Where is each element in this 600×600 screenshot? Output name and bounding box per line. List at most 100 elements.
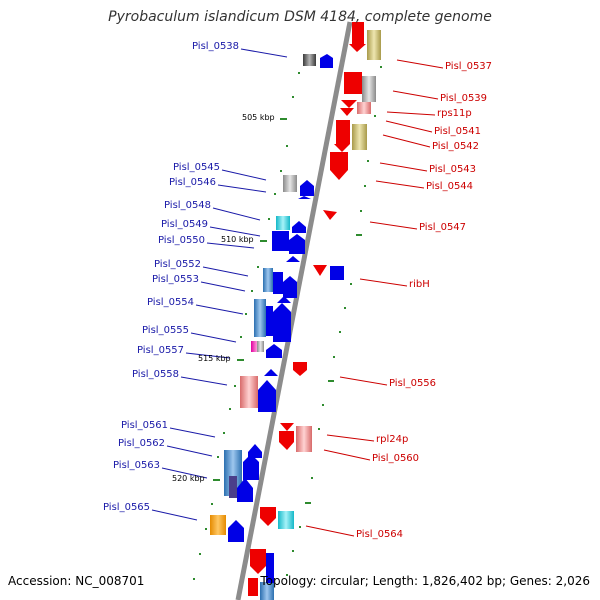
gene-pisl-0546-tip[interactable]: [298, 196, 311, 199]
gene-pisl-0545[interactable]: [283, 175, 297, 192]
gene-rps11p-b[interactable]: [357, 102, 371, 114]
gene-label-pisl-0542[interactable]: Pisl_0542: [432, 141, 480, 152]
gene-pisl-0564-arrow[interactable]: [260, 507, 276, 526]
gene-pisl-0537[interactable]: [352, 22, 364, 44]
scale-tick-520: [213, 479, 220, 481]
gene-pisl-0549[interactable]: [292, 221, 306, 233]
gene-pisl-0557b[interactable]: [257, 341, 264, 352]
gene-partial-bottom-left[interactable]: [260, 582, 274, 600]
gene-label-pisl-0556[interactable]: Pisl_0556: [389, 378, 437, 389]
gene-label-rps11p[interactable]: rps11p: [437, 108, 472, 119]
gene-pisl-0554-arrow[interactable]: [273, 303, 291, 342]
gene-label-pisl-0538[interactable]: Pisl_0538: [192, 41, 240, 52]
gene-label-pisl-0564[interactable]: Pisl_0564: [356, 529, 404, 540]
gene-pisl-0560[interactable]: [296, 426, 312, 452]
gene-pisl-0548[interactable]: [276, 216, 290, 230]
scale-ticks: [213, 118, 287, 481]
gene-label-pisl-0558[interactable]: Pisl_0558: [132, 369, 180, 380]
gene-pisl-0565[interactable]: [210, 515, 226, 535]
gene-pisl-0543-tip[interactable]: [334, 144, 350, 152]
gene-label-pisl-0546[interactable]: Pisl_0546: [169, 177, 217, 188]
gene-label-ribh[interactable]: ribH: [409, 279, 430, 290]
gene-label-pisl-0543[interactable]: Pisl_0543: [429, 164, 477, 175]
gene-pisl-0554[interactable]: [254, 299, 266, 337]
gene-pisl-0537-tip[interactable]: [349, 44, 366, 52]
scale-tick-510: [260, 240, 267, 242]
gene-label-pisl-0553[interactable]: Pisl_0553: [152, 274, 200, 285]
gene-label-rpl24p[interactable]: rpl24p: [376, 434, 409, 445]
gene-pisl-0556[interactable]: [293, 362, 307, 376]
gene-label-pisl-0565[interactable]: Pisl_0565: [103, 502, 151, 513]
gene-pisl-0539b[interactable]: [362, 76, 376, 102]
gene-rpl24p[interactable]: [280, 423, 294, 431]
gene-partial-bottom-b[interactable]: [248, 578, 258, 596]
gene-label-pisl-0552[interactable]: Pisl_0552: [154, 259, 202, 270]
reverse-strand-track: [210, 54, 333, 600]
gene-pisl-0552[interactable]: [263, 268, 273, 292]
scale-label-505: 505 kbp: [242, 113, 275, 122]
gene-pisl-0554-tip[interactable]: [277, 296, 291, 303]
forward-label-leaders: [305, 59, 444, 537]
gene-pisl-0558-tip[interactable]: [264, 369, 278, 376]
gene-label-pisl-0555[interactable]: Pisl_0555: [142, 325, 190, 336]
gene-pisl-0550-arrow[interactable]: [289, 234, 305, 254]
gene-rps11p[interactable]: [340, 108, 354, 116]
gene-ribh-arrow[interactable]: [313, 265, 327, 276]
scale-label-510: 510 kbp: [221, 235, 254, 244]
gene-pisl-0537b[interactable]: [367, 30, 381, 60]
gene-label-pisl-0560[interactable]: Pisl_0560: [372, 453, 420, 464]
gene-label-pisl-0561[interactable]: Pisl_0561: [121, 420, 169, 431]
gene-pisl-0539-tip[interactable]: [341, 100, 357, 108]
gene-label-pisl-0557[interactable]: Pisl_0557: [137, 345, 185, 356]
gene-label-pisl-0562[interactable]: Pisl_0562: [118, 438, 166, 449]
gene-pisl-0550-tip[interactable]: [286, 256, 300, 262]
gene-pisl-0553-arrow[interactable]: [283, 276, 297, 298]
reverse-label-leaders: [151, 48, 288, 521]
gene-pisl-0542[interactable]: [352, 124, 367, 150]
gene-pisl-0547[interactable]: [323, 210, 337, 220]
gene-label-pisl-0541[interactable]: Pisl_0541: [434, 126, 482, 137]
minor-tick-dots: [193, 66, 382, 580]
gene-partial-bottom-red[interactable]: [250, 549, 266, 574]
gene-label-pisl-0548[interactable]: Pisl_0548: [164, 200, 212, 211]
scale-tick-515: [237, 359, 244, 361]
gene-pisl-0546[interactable]: [300, 180, 314, 196]
gene-label-pisl-0544[interactable]: Pisl_0544: [426, 181, 474, 192]
gene-pisl-0558[interactable]: [240, 376, 258, 408]
gene-pisl-0538[interactable]: [303, 54, 316, 66]
gene-ribh[interactable]: [330, 266, 344, 280]
accession-text: Accession: NC_008701: [8, 574, 145, 588]
forward-strand-track: [248, 22, 381, 596]
gene-label-pisl-0539[interactable]: Pisl_0539: [440, 93, 488, 104]
scale-label-515: 515 kbp: [198, 354, 231, 363]
gene-pisl-0563[interactable]: [229, 476, 237, 498]
gene-label-pisl-0563[interactable]: Pisl_0563: [113, 460, 161, 471]
gene-pisl-0562-arrow[interactable]: [243, 454, 259, 480]
gene-pisl-0565-arrow[interactable]: [228, 520, 244, 542]
gene-pisl-0553[interactable]: [273, 272, 283, 294]
gene-pisl-0558-arrow[interactable]: [258, 380, 276, 412]
gene-pisl-0560-arrow[interactable]: [279, 431, 294, 450]
gene-pisl-0538-arrow[interactable]: [320, 54, 333, 68]
gene-pisl-0550[interactable]: [272, 231, 289, 251]
gene-label-pisl-0554[interactable]: Pisl_0554: [147, 297, 195, 308]
gene-pisl-0557-arrow[interactable]: [266, 344, 282, 358]
gene-pisl-0555[interactable]: [266, 306, 273, 336]
gene-pisl-0539[interactable]: [344, 72, 362, 94]
gene-pisl-0557[interactable]: [251, 341, 257, 352]
gene-pisl-0564[interactable]: [278, 511, 294, 529]
gene-pisl-0543[interactable]: [330, 152, 348, 180]
gene-label-pisl-0547[interactable]: Pisl_0547: [419, 222, 467, 233]
gene-label-pisl-0537[interactable]: Pisl_0537: [445, 61, 493, 72]
gene-pisl-0541[interactable]: [336, 120, 350, 144]
gene-pisl-0562[interactable]: [224, 450, 242, 496]
gene-pisl-0563-arrow[interactable]: [237, 478, 253, 502]
gene-label-pisl-0545[interactable]: Pisl_0545: [173, 162, 221, 173]
gene-partial-bottom-a[interactable]: [266, 553, 274, 583]
gene-label-pisl-0549[interactable]: Pisl_0549: [161, 219, 209, 230]
page-title: Pyrobaculum islandicum DSM 4184, complet…: [108, 9, 492, 25]
chromosome-backbone: [235, 21, 353, 600]
gene-label-pisl-0550[interactable]: Pisl_0550: [158, 235, 206, 246]
